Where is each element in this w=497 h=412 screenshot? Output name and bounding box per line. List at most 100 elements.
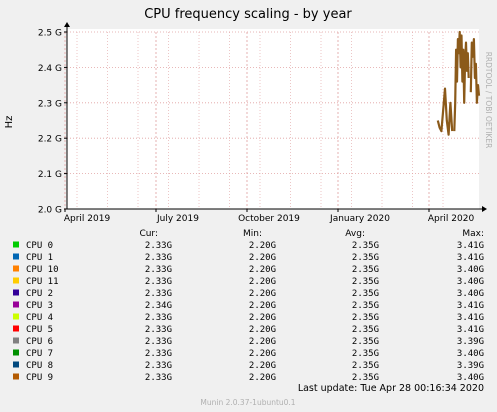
- last-update-text: Last update: Tue Apr 28 00:16:34 2020: [298, 383, 484, 394]
- legend-avg-value: 2.35G: [352, 289, 379, 299]
- legend-avg-value: 2.35G: [352, 325, 379, 335]
- legend-header-cur: Cur:: [139, 229, 158, 239]
- legend-max-value: 3.41G: [457, 253, 484, 263]
- legend-avg-value: 2.35G: [352, 253, 379, 263]
- y-axis-arrow: [64, 22, 70, 27]
- legend-swatch: [13, 241, 19, 248]
- legend-min-value: 2.20G: [249, 313, 276, 323]
- legend-cur-value: 2.33G: [145, 361, 172, 371]
- rrdtool-credit: RRDTOOL / TOBI OETIKER: [484, 52, 493, 149]
- plot-area: [67, 29, 479, 209]
- legend-swatch: [13, 373, 19, 380]
- legend-cur-value: 2.33G: [145, 337, 172, 347]
- legend-cur-value: 2.33G: [145, 325, 172, 335]
- legend-cur-value: 2.33G: [145, 289, 172, 299]
- cpu-series-lines: [436, 30, 481, 136]
- legend-min-value: 2.20G: [249, 289, 276, 299]
- legend-max-value: 3.41G: [457, 241, 484, 251]
- legend-min-value: 2.20G: [249, 301, 276, 311]
- series-segment-2: [469, 37, 481, 104]
- legend-name: CPU 4: [26, 313, 53, 323]
- legend-max-value: 3.39G: [457, 337, 484, 347]
- legend-avg-value: 2.35G: [352, 241, 379, 251]
- legend-max-value: 3.40G: [457, 289, 484, 299]
- legend-cur-value: 2.33G: [145, 277, 172, 287]
- legend-swatch: [13, 349, 19, 356]
- legend-header-min: Min:: [243, 229, 262, 239]
- legend-min-value: 2.20G: [249, 349, 276, 359]
- x-tick-label: April 2020: [428, 214, 475, 224]
- legend-swatch: [13, 313, 19, 320]
- legend-swatch: [13, 253, 19, 260]
- legend-table: Cur: Min: Avg: Max: CPU 0 2.33G 2.20G 2.35G…: [13, 229, 484, 383]
- legend-min-value: 2.20G: [249, 241, 276, 251]
- x-tick-label: April 2019: [64, 214, 111, 224]
- legend-cur-value: 2.33G: [145, 349, 172, 359]
- legend-cur-value: 2.34G: [145, 301, 172, 311]
- x-ticks: April 2019 July 2019 October 2019 January 2…: [64, 209, 475, 224]
- x-tick-label: October 2019: [238, 214, 300, 224]
- legend-avg-value: 2.35G: [352, 301, 379, 311]
- x-axis-arrow: [482, 206, 487, 212]
- grid-lines: [64, 31, 479, 209]
- y-tick-label: 2.5 G: [38, 29, 62, 39]
- x-tick-label: January 2020: [329, 214, 390, 224]
- legend-max-value: 3.40G: [457, 373, 484, 383]
- legend-max-value: 3.40G: [457, 349, 484, 359]
- legend-avg-value: 2.35G: [352, 313, 379, 323]
- y-tick-label: 2.4 G: [38, 64, 62, 74]
- legend-name: CPU 10: [26, 265, 59, 275]
- legend-min-value: 2.20G: [249, 277, 276, 287]
- legend-swatch: [13, 301, 19, 308]
- y-ticks: 2.0 G 2.1 G 2.2 G 2.3 G 2.4 G 2.5 G: [38, 29, 67, 216]
- legend-min-value: 2.20G: [249, 337, 276, 347]
- legend-max-value: 3.40G: [457, 277, 484, 287]
- legend-min-value: 2.20G: [249, 253, 276, 263]
- legend-avg-value: 2.35G: [352, 361, 379, 371]
- legend-swatch: [13, 337, 19, 344]
- legend-max-value: 3.41G: [457, 325, 484, 335]
- legend-name: CPU 0: [26, 241, 53, 251]
- x-tick-label: July 2019: [156, 214, 199, 224]
- legend-name: CPU 11: [26, 277, 59, 287]
- legend-swatch: [13, 265, 19, 272]
- legend-name: CPU 9: [26, 373, 53, 383]
- legend-avg-value: 2.35G: [352, 277, 379, 287]
- legend-name: CPU 6: [26, 337, 53, 347]
- legend-cur-value: 2.33G: [145, 373, 172, 383]
- legend-cur-value: 2.33G: [145, 253, 172, 263]
- legend-max-value: 3.39G: [457, 361, 484, 371]
- legend-swatch: [13, 361, 19, 368]
- legend-min-value: 2.20G: [249, 325, 276, 335]
- legend-name: CPU 2: [26, 289, 53, 299]
- y-axis-label: Hz: [4, 116, 15, 129]
- legend-avg-value: 2.35G: [352, 265, 379, 275]
- legend-swatch: [13, 289, 19, 296]
- legend-avg-value: 2.35G: [352, 349, 379, 359]
- legend-name: CPU 8: [26, 361, 53, 371]
- munin-version: Munin 2.0.37-1ubuntu0.1: [200, 398, 295, 407]
- legend-header-max: Max:: [462, 229, 484, 239]
- legend-swatch: [13, 325, 19, 332]
- series-segment-1: [453, 30, 470, 132]
- legend-swatch: [13, 277, 19, 284]
- legend-max-value: 3.41G: [457, 313, 484, 323]
- y-tick-label: 2.2 G: [38, 135, 62, 145]
- legend-avg-value: 2.35G: [352, 373, 379, 383]
- legend-min-value: 2.20G: [249, 265, 276, 275]
- legend-cur-value: 2.33G: [145, 241, 172, 251]
- chart-title: CPU frequency scaling - by year: [144, 7, 352, 22]
- legend-max-value: 3.41G: [457, 301, 484, 311]
- y-tick-label: 2.3 G: [38, 99, 62, 109]
- legend-name: CPU 5: [26, 325, 53, 335]
- legend-name: CPU 3: [26, 301, 53, 311]
- legend-avg-value: 2.35G: [352, 337, 379, 347]
- legend-min-value: 2.20G: [249, 361, 276, 371]
- legend-cur-value: 2.33G: [145, 313, 172, 323]
- series-segment-0: [436, 87, 454, 136]
- legend-header-avg: Avg:: [345, 229, 365, 239]
- legend-max-value: 3.40G: [457, 265, 484, 275]
- legend-min-value: 2.20G: [249, 373, 276, 383]
- legend-cur-value: 2.33G: [145, 265, 172, 275]
